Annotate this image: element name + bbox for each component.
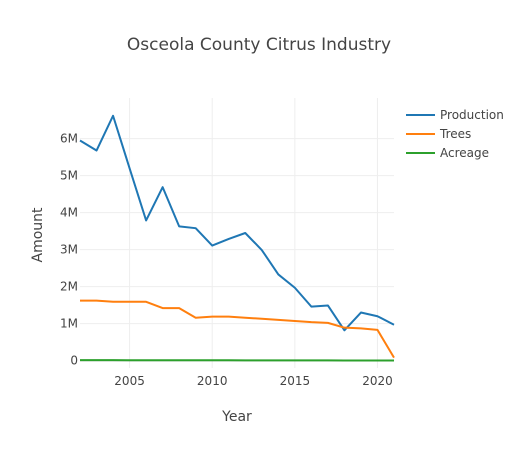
x-tick-label: 2005: [114, 374, 145, 388]
x-tick-label: 2020: [362, 374, 393, 388]
y-tick-label: 1M: [60, 317, 78, 331]
legend-label: Acreage: [440, 146, 489, 160]
series-line-trees: [80, 299, 395, 359]
y-tick-label: 6M: [60, 132, 78, 146]
y-tick-label: 5M: [60, 169, 78, 183]
legend-label: Trees: [439, 127, 471, 141]
y-tick-label: 0: [70, 354, 78, 368]
y-axis-title: Amount: [30, 207, 46, 263]
legend: Production Trees Acreage: [406, 108, 504, 160]
chart-title: Osceola County Citrus Industry: [127, 35, 391, 55]
y-tick-label: 3M: [60, 243, 78, 257]
x-tick-label: 2015: [280, 374, 311, 388]
x-tick-label: 2010: [197, 374, 228, 388]
y-axis-ticks: 0 1M 2M 3M 4M 5M 6M: [60, 132, 78, 368]
legend-label: Production: [440, 108, 504, 122]
series-lines: [79, 114, 395, 362]
x-axis-title: Year: [221, 409, 252, 425]
y-tick-label: 2M: [60, 280, 78, 294]
x-axis-ticks: 2005 2010 2015 2020: [114, 374, 392, 388]
y-tick-label: 4M: [60, 206, 78, 220]
